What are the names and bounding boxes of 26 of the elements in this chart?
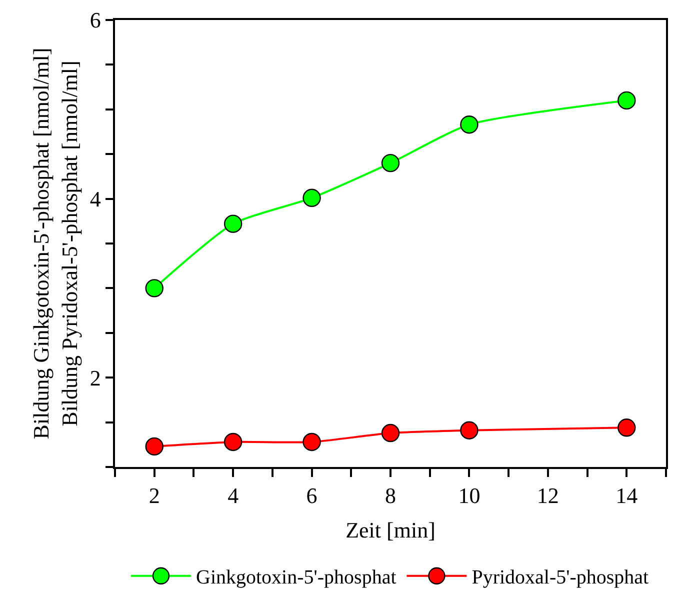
x-tick-label: 10 [458, 483, 480, 508]
x-tick-label: 14 [616, 483, 638, 508]
x-axis-title: Zeit [min] [346, 518, 436, 543]
point [302, 432, 321, 452]
x-tick-label: 2 [148, 483, 160, 508]
y-tick-label: 6 [90, 8, 101, 33]
point [381, 154, 400, 172]
point [618, 418, 636, 437]
point [224, 432, 242, 452]
point [618, 91, 636, 110]
x-tick-label: 4 [228, 483, 239, 508]
point [224, 214, 242, 233]
point [381, 424, 400, 442]
point [460, 421, 478, 440]
point [460, 116, 478, 134]
legend-label: Pyridoxal-5'-phosphat [472, 566, 650, 589]
x-tick-label: 6 [306, 483, 318, 508]
point [145, 279, 164, 298]
legend-label: Ginkgotoxin-5'-phosphat [196, 566, 397, 589]
x-tick-label: 8 [385, 483, 396, 508]
y-axis-title: Bildung Ginkgotoxin-5'-phosphat [nmol/ml] Bildung Pyridoxal-5'-phosphat [nmol/ml] [28, 48, 82, 440]
point [145, 437, 164, 456]
y-tick-label: 4 [90, 186, 101, 212]
x-tick-label: 12 [536, 483, 559, 508]
y-tick-label: 2 [90, 365, 101, 390]
point [302, 188, 321, 207]
